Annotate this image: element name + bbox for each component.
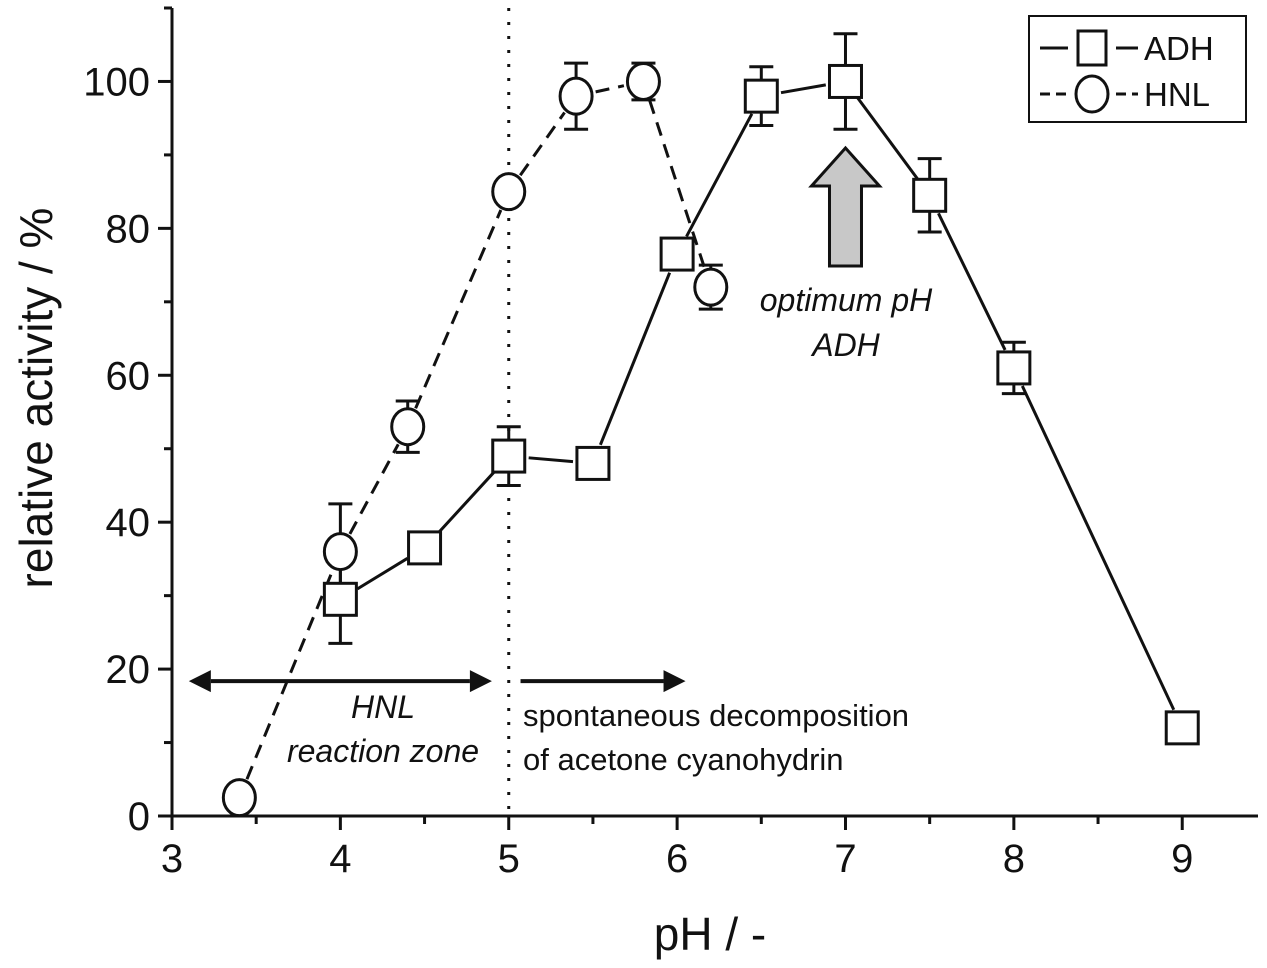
legend-sample-hnl	[1040, 74, 1138, 114]
series-adh-segment	[528, 456, 574, 464]
series-adh-segment	[1020, 385, 1176, 711]
series-hnl-segment	[245, 569, 335, 780]
hnl-zone-label-line1: HNL	[351, 689, 415, 725]
x-tick-label: 5	[498, 837, 520, 881]
series-adh-point	[322, 581, 358, 617]
decomposition-label-line2: of acetone cyanohydrin	[523, 742, 844, 777]
y-tick-label: 60	[106, 354, 151, 398]
hnl-zone-arrow-head-left	[188, 670, 211, 693]
series-hnl-segment	[348, 443, 400, 535]
y-tick-label: 0	[128, 795, 150, 839]
series-adh-segment	[685, 113, 754, 238]
series-adh-point	[1164, 710, 1200, 746]
series-adh-point	[996, 350, 1032, 386]
series-adh-point	[912, 177, 948, 213]
y-tick-label: 80	[106, 207, 151, 251]
legend-sample-adh-marker	[1076, 29, 1108, 67]
optimum-label-line2: ADH	[810, 327, 880, 363]
series-adh-point	[575, 445, 611, 481]
series-adh-point	[659, 236, 695, 272]
series-hnl-point	[693, 267, 729, 307]
annotations: HNL reaction zone spontaneous decomposit…	[188, 145, 933, 777]
series-adh-segment	[780, 83, 827, 95]
series-hnl-point	[221, 778, 257, 818]
legend-label-adh: ADH	[1144, 30, 1214, 67]
legend-label-hnl: HNL	[1144, 76, 1210, 113]
series-hnl-point	[625, 61, 661, 101]
series-adh-segment	[356, 557, 409, 591]
series-adh-point	[743, 78, 779, 114]
decomposition-arrow-head-right	[663, 670, 686, 693]
x-tick-label: 3	[161, 837, 183, 881]
optimum-label-line1: optimum pH	[760, 282, 933, 318]
plot-area	[221, 8, 1200, 818]
x-axis-title: pH / -	[654, 908, 766, 960]
series-adh-segment	[436, 469, 497, 535]
x-tick-label: 8	[1003, 837, 1025, 881]
axes: relative activity / % pH / - 3 4 5 6 7 8 9 0 20 4…	[10, 6, 1258, 960]
hnl-zone-arrow-head-right	[469, 670, 492, 693]
series-hnl-point	[322, 532, 358, 572]
decomposition-arrow	[520, 670, 686, 693]
y-tick-label: 40	[106, 501, 151, 545]
series-adh-point	[827, 63, 863, 99]
series-adh-point	[491, 438, 527, 474]
series-hnl-point	[390, 407, 426, 447]
hnl-zone-arrow	[188, 670, 492, 693]
series-hnl-segment	[648, 99, 706, 269]
y-tick-label: 20	[106, 648, 151, 692]
series-hnl-segment	[414, 209, 503, 409]
series-adh-segment	[856, 96, 919, 181]
series-hnl-point	[491, 172, 527, 212]
series-hnl-segment	[519, 111, 566, 177]
legend-frame	[1028, 15, 1247, 123]
decomposition-label-line1: spontaneous decomposition	[523, 698, 909, 733]
series-adh-segment	[937, 212, 1007, 351]
x-tick-label: 6	[666, 837, 688, 881]
series-hnl-segment	[595, 84, 625, 94]
legend-sample-hnl-marker	[1074, 74, 1110, 114]
hnl-zone-label-line2: reaction zone	[287, 733, 479, 769]
y-tick-label: 100	[83, 60, 150, 104]
x-tick-label: 9	[1171, 837, 1193, 881]
y-axis-title: relative activity / %	[10, 208, 62, 589]
x-tick-label: 4	[329, 837, 351, 881]
x-tick-label: 7	[834, 837, 856, 881]
optimum-ph-arrow	[808, 145, 883, 268]
series-hnl-point	[558, 76, 594, 116]
legend: ADH HNL	[1028, 15, 1247, 123]
series-adh-segment	[599, 272, 672, 446]
legend-sample-adh	[1040, 29, 1138, 67]
series-adh-point	[407, 530, 443, 566]
